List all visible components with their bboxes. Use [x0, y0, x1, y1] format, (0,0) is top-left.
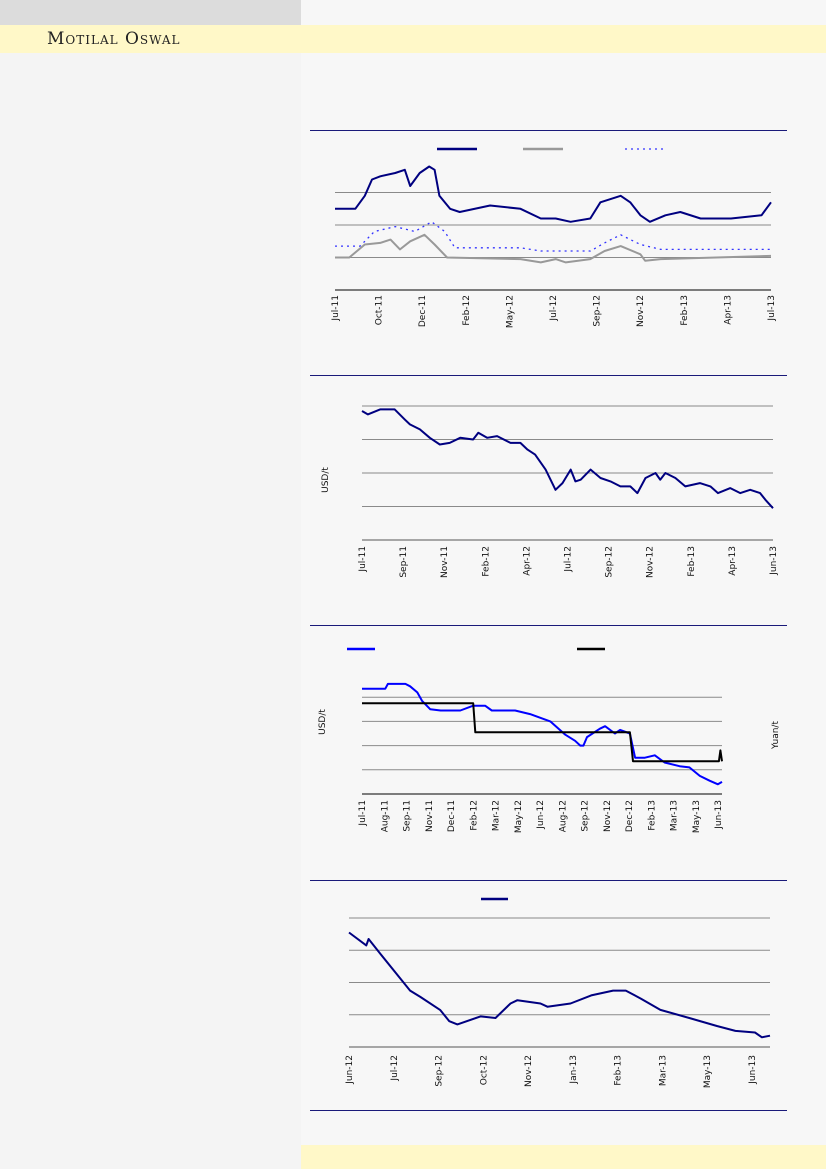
x-tick-label: Nov-12 — [524, 1055, 534, 1087]
x-tick-label: Nov-11 — [440, 546, 450, 578]
x-tick-label: Feb-13 — [647, 800, 657, 831]
y-axis-label-right: Yuan/t — [771, 721, 781, 750]
x-tick-label: Sep-12 — [605, 546, 615, 578]
x-tick-label: Jul-11 — [331, 295, 341, 322]
x-tick-label: Sep-11 — [403, 800, 413, 832]
divider — [310, 1110, 787, 1111]
x-tick-label: Sep-12 — [581, 800, 591, 832]
x-tick-label: Aug-12 — [558, 800, 568, 832]
motilal-oswal-logo: Motilal Oswal — [47, 29, 181, 49]
x-tick-label: Jun-13 — [769, 546, 779, 576]
series-line-1 — [348, 931, 771, 1039]
x-tick-label: Sep-12 — [435, 1055, 445, 1087]
x-tick-label: Nov-12 — [636, 295, 646, 327]
x-tick-label: Sep-11 — [399, 546, 409, 578]
x-tick-label: Nov-12 — [646, 546, 656, 578]
footer-band — [301, 1145, 826, 1169]
header-band: Motilal Oswal — [0, 25, 826, 53]
x-tick-label: Nov-11 — [425, 800, 435, 832]
x-tick-label: May-12 — [514, 800, 524, 833]
x-tick-label: Jun-12 — [536, 800, 546, 830]
x-tick-label: Jul-11 — [358, 800, 368, 827]
series-line-1 — [361, 408, 774, 509]
x-tick-label: Jul-12 — [390, 1055, 400, 1082]
x-tick-label: Jun-12 — [345, 1055, 355, 1085]
series-line-1 — [362, 682, 723, 786]
x-tick-label: Jul-12 — [564, 546, 574, 573]
x-tick-label: Jul-13 — [767, 295, 777, 322]
x-tick-label: Oct-11 — [375, 295, 385, 325]
series-line-2 — [362, 702, 723, 763]
x-tick-label: Apr-12 — [522, 546, 532, 576]
x-tick-label: Jul-11 — [358, 546, 368, 573]
series-line-2 — [335, 233, 772, 264]
x-tick-label: Jan-13 — [569, 1055, 579, 1085]
series-line-1 — [335, 165, 772, 223]
x-tick-label: Dec-11 — [447, 800, 457, 832]
x-tick-label: Feb-12 — [469, 800, 479, 831]
x-tick-label: Nov-12 — [603, 800, 613, 832]
x-tick-label: Mar-13 — [658, 1055, 668, 1086]
x-tick-label: Sep-12 — [593, 295, 603, 327]
series-line-3 — [335, 221, 771, 252]
x-tick-label: Aug-11 — [380, 800, 390, 832]
x-tick-label: Feb-13 — [614, 1055, 624, 1086]
x-tick-label: Feb-12 — [481, 546, 491, 577]
x-tick-label: Feb-13 — [687, 546, 697, 577]
x-tick-label: Jun-13 — [714, 800, 724, 830]
divider — [310, 880, 787, 881]
divider — [310, 625, 787, 626]
x-tick-label: Apr-13 — [728, 546, 738, 576]
charts-layer: Jul-11 Oct-11 Dec-11 Feb-12 May-12 Jul-12 Sep-… — [318, 147, 781, 1088]
x-tick-label: May-13 — [692, 800, 702, 833]
x-tick-label: Oct-12 — [479, 1055, 489, 1085]
x-tick-label: May-13 — [703, 1055, 713, 1088]
x-tick-label: May-12 — [505, 295, 515, 328]
x-tick-label: Jul-12 — [549, 295, 559, 322]
left-margin-panel — [0, 0, 301, 1169]
x-tick-label: Mar-12 — [492, 800, 502, 831]
y-axis-label: USD/t — [321, 467, 331, 493]
x-tick-label: Feb-12 — [462, 295, 472, 326]
divider — [310, 375, 787, 376]
x-tick-label: Apr-13 — [723, 295, 733, 325]
x-tick-label: Feb-13 — [680, 295, 690, 326]
top-gray-band — [0, 0, 301, 25]
x-tick-label: Jun-13 — [748, 1055, 758, 1085]
divider — [310, 130, 787, 131]
x-tick-label: Dec-12 — [625, 800, 635, 832]
x-tick-label: Mar-13 — [670, 800, 680, 831]
x-tick-label: Dec-11 — [418, 295, 428, 327]
y-axis-label: USD/t — [318, 709, 328, 735]
